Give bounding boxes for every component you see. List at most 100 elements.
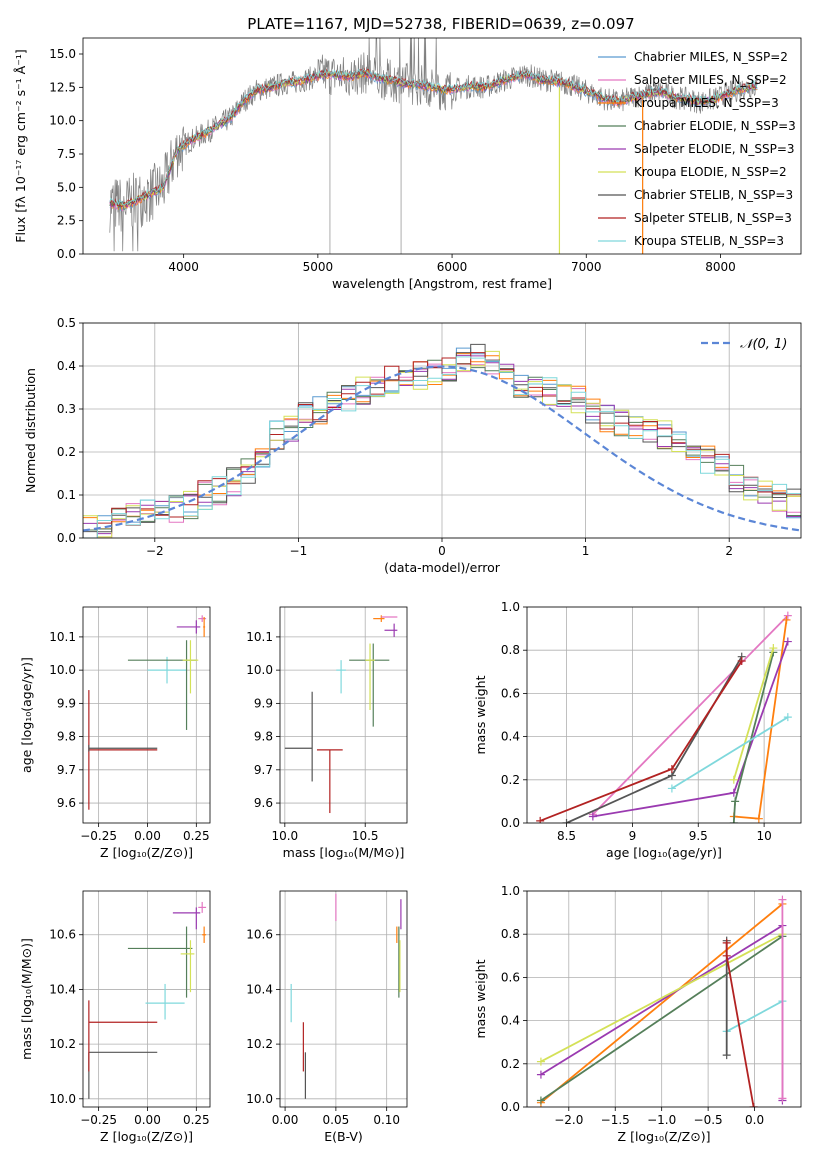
mass-weight-marker bbox=[667, 765, 676, 773]
axes-frame bbox=[82, 890, 211, 1108]
y-tick-label: 9.6 bbox=[57, 796, 76, 810]
mass-weight-line bbox=[732, 647, 775, 781]
y-tick-label: 10.6 bbox=[49, 928, 76, 942]
mass-weight-marker bbox=[667, 784, 676, 793]
y-tick-label: 0.0 bbox=[57, 531, 76, 545]
y-tick-label: 10.0 bbox=[49, 1092, 76, 1106]
gaussian-curve bbox=[83, 365, 801, 532]
mass-weight-marker bbox=[729, 775, 738, 784]
x-tick-label: 0.00 bbox=[134, 1113, 161, 1127]
x-tick-label: −1.0 bbox=[647, 1113, 676, 1127]
mass-weight-line bbox=[671, 716, 789, 790]
x-tick-label: 0.00 bbox=[272, 1113, 299, 1127]
y-tick-label: 0.4 bbox=[57, 359, 76, 373]
x-axis-label: mass [log₁₀(M/M⊙)] bbox=[283, 845, 405, 860]
mass-weight-marker bbox=[783, 637, 792, 646]
x-tick-label: 0.25 bbox=[183, 829, 210, 843]
mass-weight-marker bbox=[778, 1094, 787, 1103]
mass-weight-marker bbox=[737, 657, 746, 665]
y-tick-label: 0.2 bbox=[501, 773, 520, 787]
legend-entry: Salpeter STELIB, N_SSP=3 bbox=[634, 211, 792, 225]
y-tick-label: 0.6 bbox=[501, 970, 520, 984]
y-tick-label: 10.2 bbox=[246, 1037, 273, 1051]
plot-area bbox=[536, 895, 787, 1107]
y-tick-label: 0.4 bbox=[501, 1014, 520, 1028]
mass-weight-marker bbox=[782, 615, 791, 624]
y-tick-label: 0.6 bbox=[501, 686, 520, 700]
mass-weight-line bbox=[540, 935, 783, 1102]
y-tick-label: 10.2 bbox=[49, 1037, 76, 1051]
y-tick-label: 9.7 bbox=[254, 763, 273, 777]
x-tick-label: 8000 bbox=[705, 260, 736, 274]
y-tick-label: 7.5 bbox=[57, 147, 76, 161]
x-tick-label: 0.05 bbox=[323, 1113, 350, 1127]
x-tick-label: 9 bbox=[629, 829, 637, 843]
y-tick-label: 9.9 bbox=[57, 696, 76, 710]
x-tick-label: 7000 bbox=[571, 260, 602, 274]
spectrum-legend: Chabrier MILES, N_SSP=2 Salpeter MILES, N… bbox=[598, 50, 796, 248]
y-axis-label: mass weight bbox=[473, 675, 488, 754]
mass-vs-extinction-panel: 0.00 0.05 0.10 10.0 10.2 10.4 10.6 E(B-V) bbox=[246, 890, 408, 1144]
x-axis-label: wavelength [Angstrom, rest frame] bbox=[332, 276, 552, 291]
x-tick-label: 1 bbox=[582, 544, 590, 558]
y-axis-label: mass [log₁₀(M/M⊙)] bbox=[19, 938, 34, 1060]
y-tick-label: 0.0 bbox=[501, 1100, 520, 1114]
mass-weight-marker bbox=[778, 895, 787, 904]
y-tick-label: 10.0 bbox=[49, 663, 76, 677]
y-tick-label: 1.0 bbox=[501, 600, 520, 614]
x-tick-label: 2 bbox=[725, 544, 733, 558]
y-tick-label: 1.0 bbox=[501, 884, 520, 898]
y-tick-label: 10.0 bbox=[49, 114, 76, 128]
y-tick-label: 0.8 bbox=[501, 643, 520, 657]
y-tick-label: 0.1 bbox=[57, 488, 76, 502]
y-tick-label: 0.3 bbox=[57, 402, 76, 416]
mass-weight-marker bbox=[722, 1051, 731, 1060]
mass-weight-marker bbox=[588, 812, 597, 821]
mass-weight-marker bbox=[536, 1070, 545, 1079]
x-tick-label: 6000 bbox=[437, 260, 468, 274]
y-tick-label: 9.7 bbox=[57, 763, 76, 777]
x-tick-label: −0.5 bbox=[694, 1113, 723, 1127]
x-tick-label: −1.5 bbox=[601, 1113, 630, 1127]
x-tick-label: 10.0 bbox=[271, 829, 298, 843]
axes-frame bbox=[279, 606, 408, 824]
x-tick-label: 0.0 bbox=[745, 1113, 764, 1127]
mass-weight-line bbox=[566, 656, 743, 823]
x-tick-label: 0 bbox=[438, 544, 446, 558]
y-tick-label: 0.0 bbox=[57, 247, 76, 261]
plot-area bbox=[536, 611, 792, 823]
x-tick-label: 10 bbox=[756, 829, 771, 843]
model-spectrum-line bbox=[109, 68, 758, 207]
y-tick-label: 9.8 bbox=[57, 730, 76, 744]
residuals-panel: −2 −1 0 1 2 0.0 0.1 0.2 0.3 0.4 0.5 (data-model)/er… bbox=[23, 316, 802, 575]
y-tick-label: 12.5 bbox=[49, 80, 76, 94]
axes-frame bbox=[82, 606, 211, 824]
mass-weight-line bbox=[540, 933, 783, 1063]
x-tick-label: −0.25 bbox=[80, 1113, 117, 1127]
mass-weight-marker bbox=[731, 797, 740, 806]
legend-entry: 𝒩(0, 1) bbox=[740, 337, 787, 352]
mass-weight-marker bbox=[562, 819, 571, 823]
y-tick-label: 10.0 bbox=[246, 663, 273, 677]
x-axis-label: Z [log₁₀(Z/Z⊙)] bbox=[618, 1129, 711, 1144]
axes-frame bbox=[526, 606, 802, 824]
y-tick-label: 0.8 bbox=[501, 927, 520, 941]
plot-area bbox=[88, 901, 207, 1099]
residual-histogram bbox=[83, 352, 801, 538]
mass-weight-marker bbox=[536, 1057, 545, 1066]
residual-histogram bbox=[83, 356, 801, 538]
y-tick-label: 0.4 bbox=[501, 730, 520, 744]
mass-weight-line bbox=[726, 1000, 783, 1033]
x-tick-label: −2 bbox=[146, 544, 164, 558]
y-tick-label: 0.0 bbox=[501, 816, 520, 830]
x-tick-label: 0.10 bbox=[373, 1113, 400, 1127]
x-tick-label: −1 bbox=[290, 544, 308, 558]
massweight-vs-metallicity-panel: −2.0 −1.5 −1.0 −0.5 0.0 0.0 0.2 0.4 0.6 0.8 1.0 Z [… bbox=[473, 884, 802, 1144]
legend-entry: Chabrier ELODIE, N_SSP=3 bbox=[634, 119, 796, 133]
y-tick-label: 10.6 bbox=[246, 928, 273, 942]
x-tick-label: −2.0 bbox=[554, 1113, 583, 1127]
x-tick-label: 5000 bbox=[303, 260, 334, 274]
mass-weight-marker bbox=[754, 814, 763, 823]
legend-entry: Kroupa MILES, N_SSP=3 bbox=[634, 96, 779, 110]
